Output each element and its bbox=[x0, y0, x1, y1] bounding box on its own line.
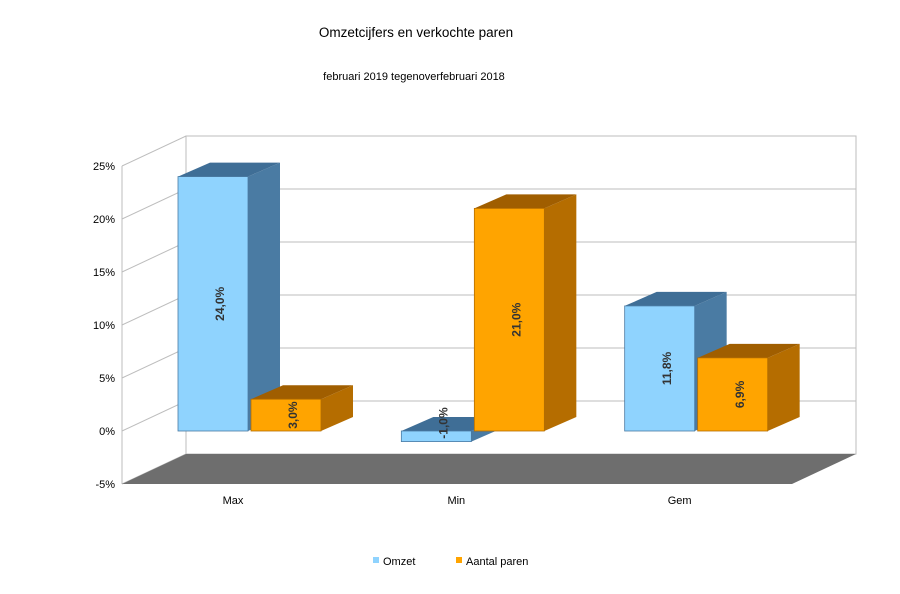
gridline bbox=[121, 135, 856, 167]
x-tick-label: Max bbox=[223, 495, 244, 507]
bar-front bbox=[250, 398, 322, 432]
y-tick-label: 25% bbox=[93, 161, 115, 173]
legend: Omzet Aantal paren bbox=[373, 556, 528, 568]
bar-front bbox=[473, 207, 545, 432]
legend-label-aantal-paren: Aantal paren bbox=[466, 556, 528, 568]
y-tick-label: 0% bbox=[99, 426, 115, 438]
data-label: 3,0% bbox=[286, 401, 300, 429]
floor bbox=[122, 454, 856, 484]
chart-title: Omzetcijfers en verkochte paren bbox=[319, 25, 513, 40]
y-axis: 25% 20% 15% 10% 5% 0% -5% bbox=[93, 161, 115, 491]
y-tick-label: 15% bbox=[93, 267, 115, 279]
legend-swatch-aantal-paren bbox=[456, 557, 462, 563]
bar-top bbox=[474, 194, 577, 209]
y-tick-label: 5% bbox=[99, 373, 115, 385]
legend-label-omzet: Omzet bbox=[383, 556, 415, 568]
bar-aantal-paren-min: 21,0% bbox=[473, 194, 577, 432]
bar-aantal-paren-max: 3,0% bbox=[250, 385, 353, 432]
chart-subtitle: februari 2019 tegenoverfebruari 2018 bbox=[323, 71, 505, 83]
bar-side bbox=[321, 385, 353, 431]
data-label: 6,9% bbox=[733, 380, 747, 408]
bar-top bbox=[697, 343, 800, 358]
x-tick-label: Gem bbox=[668, 495, 692, 507]
data-label: 11,8% bbox=[660, 351, 674, 385]
bar-top bbox=[251, 385, 353, 400]
legend-swatch-omzet bbox=[373, 557, 379, 563]
data-label: -1,0% bbox=[437, 407, 451, 439]
bar-omzet-max: 24,0% bbox=[177, 162, 280, 432]
x-axis: Max Min Gem bbox=[223, 495, 692, 507]
bar-top bbox=[178, 162, 280, 177]
y-tick-label: 20% bbox=[93, 214, 115, 226]
bars: 24,0% 3,0% -1,0% 21,0% 11,8% 6,9% bbox=[177, 162, 800, 443]
bar-front bbox=[697, 357, 769, 432]
y-tick-label: -5% bbox=[95, 479, 115, 491]
y-tick-label: 10% bbox=[93, 320, 115, 332]
x-tick-label: Min bbox=[447, 495, 465, 507]
data-label: 24,0% bbox=[213, 286, 227, 320]
bar-front bbox=[400, 430, 472, 443]
bar-front bbox=[177, 176, 249, 432]
bar-front bbox=[624, 305, 696, 432]
bar-top bbox=[624, 291, 727, 306]
data-label: 21,0% bbox=[510, 302, 524, 336]
bar-side bbox=[248, 162, 280, 431]
bar-aantal-paren-gem: 6,9% bbox=[697, 343, 800, 432]
chart-floor bbox=[122, 454, 856, 484]
bar-side bbox=[767, 343, 800, 431]
bar-side bbox=[544, 194, 577, 431]
